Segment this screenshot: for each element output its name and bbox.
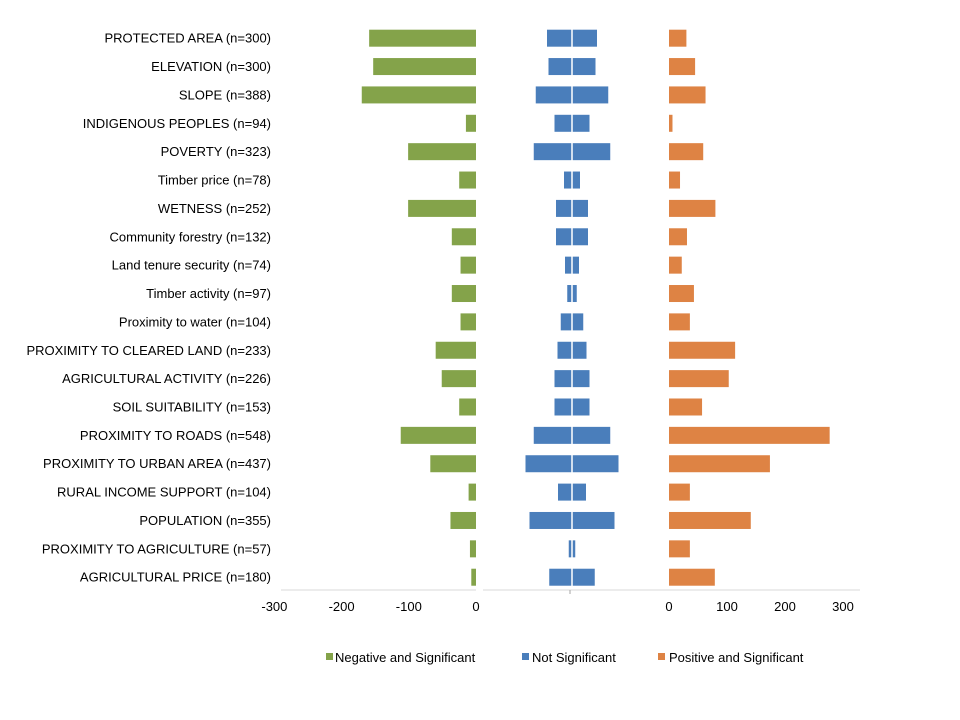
bar-positive-poverty [669,143,704,161]
bar-positive-rural-income-support [669,483,690,501]
bar-negative-land-tenure-security [460,256,476,274]
legend-swatch-positive-and-significant [658,653,665,660]
bar-negative-agricultural-activity [441,370,476,388]
legend-label-negative-and-significant: Negative and Significant [335,650,476,665]
right-tick-label: 100 [716,599,738,614]
not-significant-bars [525,24,619,592]
category-label-proximity-to-water: Proximity to water (n=104) [119,314,271,329]
category-label-land-tenure-security: Land tenure security (n=74) [112,258,271,273]
category-labels: PROTECTED AREA (n=300) ELEVATION (n=300) S… [26,31,271,585]
bar-positive-indigenous-peoples [669,114,673,132]
category-label-rural-income-support: RURAL INCOME SUPPORT (n=104) [57,485,271,500]
bar-negative-rural-income-support [468,483,476,501]
bar-positive-proximity-to-roads [669,426,830,444]
left-tick-label: 0 [472,599,479,614]
bar-positive-proximity-to-agriculture [669,540,690,558]
bar-negative-proximity-to-urban-area [430,455,476,473]
bar-negative-proximity-to-agriculture [469,540,476,558]
category-label-agricultural-activity: AGRICULTURAL ACTIVITY (n=226) [62,371,271,386]
axes: -300 -200 -100 0 0 100 200 300 [261,589,860,614]
category-label-slope: SLOPE (n=388) [179,87,271,102]
bar-negative-timber-price [459,171,476,189]
bar-negative-protected-area [369,29,476,47]
bar-positive-agricultural-activity [669,370,729,388]
bar-negative-proximity-to-roads [400,426,476,444]
category-label-community-forestry: Community forestry (n=132) [110,229,271,244]
category-label-poverty: POVERTY (n=323) [161,144,271,159]
legend: Negative and Significant Not Significant P… [326,650,804,665]
category-label-indigenous-peoples: INDIGENOUS PEOPLES (n=94) [83,116,271,131]
bar-positive-timber-activity [669,285,694,303]
legend-swatch-negative-and-significant [326,653,333,660]
bar-negative-soil-suitability [459,398,476,416]
bar-positive-proximity-to-cleared-land [669,341,736,359]
category-label-timber-price: Timber price (n=78) [158,173,271,188]
bar-positive-slope [669,86,706,104]
right-tick-label: 0 [665,599,672,614]
category-label-elevation: ELEVATION (n=300) [151,59,271,74]
bar-negative-proximity-to-cleared-land [435,341,476,359]
bar-positive-proximity-to-urban-area [669,455,770,473]
right-tick-label: 200 [774,599,796,614]
bar-negative-community-forestry [451,228,476,246]
bar-negative-timber-activity [451,285,476,303]
negative-bars [361,29,476,586]
category-label-proximity-to-roads: PROXIMITY TO ROADS (n=548) [80,428,271,443]
positive-bars [669,29,830,586]
left-tick-label: -200 [329,599,355,614]
bar-negative-elevation [373,58,476,76]
bar-positive-timber-price [669,171,681,189]
category-label-agricultural-price: AGRICULTURAL PRICE (n=180) [80,570,271,585]
bar-positive-land-tenure-security [669,256,682,274]
bar-positive-elevation [669,58,696,76]
category-label-proximity-to-urban-area: PROXIMITY TO URBAN AREA (n=437) [43,456,271,471]
bar-positive-protected-area [669,29,687,47]
right-tick-label: 300 [832,599,854,614]
bar-negative-wetness [408,199,476,217]
category-label-protected-area: PROTECTED AREA (n=300) [104,31,271,46]
bar-negative-slope [361,86,476,104]
bar-negative-indigenous-peoples [465,114,476,132]
category-label-proximity-to-cleared-land: PROXIMITY TO CLEARED LAND (n=233) [26,343,271,358]
bar-negative-poverty [408,143,476,161]
legend-label-not-significant: Not Significant [532,650,616,665]
left-tick-label: -100 [396,599,422,614]
bar-negative-population [450,511,476,529]
category-label-wetness: WETNESS (n=252) [158,201,271,216]
bar-positive-proximity-to-water [669,313,690,331]
bar-positive-agricultural-price [669,568,715,586]
category-label-soil-suitability: SOIL SUITABILITY (n=153) [113,399,271,414]
category-label-population: POPULATION (n=355) [139,513,271,528]
bar-positive-population [669,511,751,529]
legend-swatch-not-significant [522,653,529,660]
bar-positive-wetness [669,199,716,217]
category-label-timber-activity: Timber activity (n=97) [146,286,271,301]
bar-positive-community-forestry [669,228,687,246]
left-tick-label: -300 [261,599,287,614]
category-label-proximity-to-agriculture: PROXIMITY TO AGRICULTURE (n=57) [42,541,271,556]
bar-positive-soil-suitability [669,398,703,416]
bar-negative-agricultural-price [471,568,476,586]
legend-label-positive-and-significant: Positive and Significant [669,650,804,665]
bar-negative-proximity-to-water [460,313,476,331]
